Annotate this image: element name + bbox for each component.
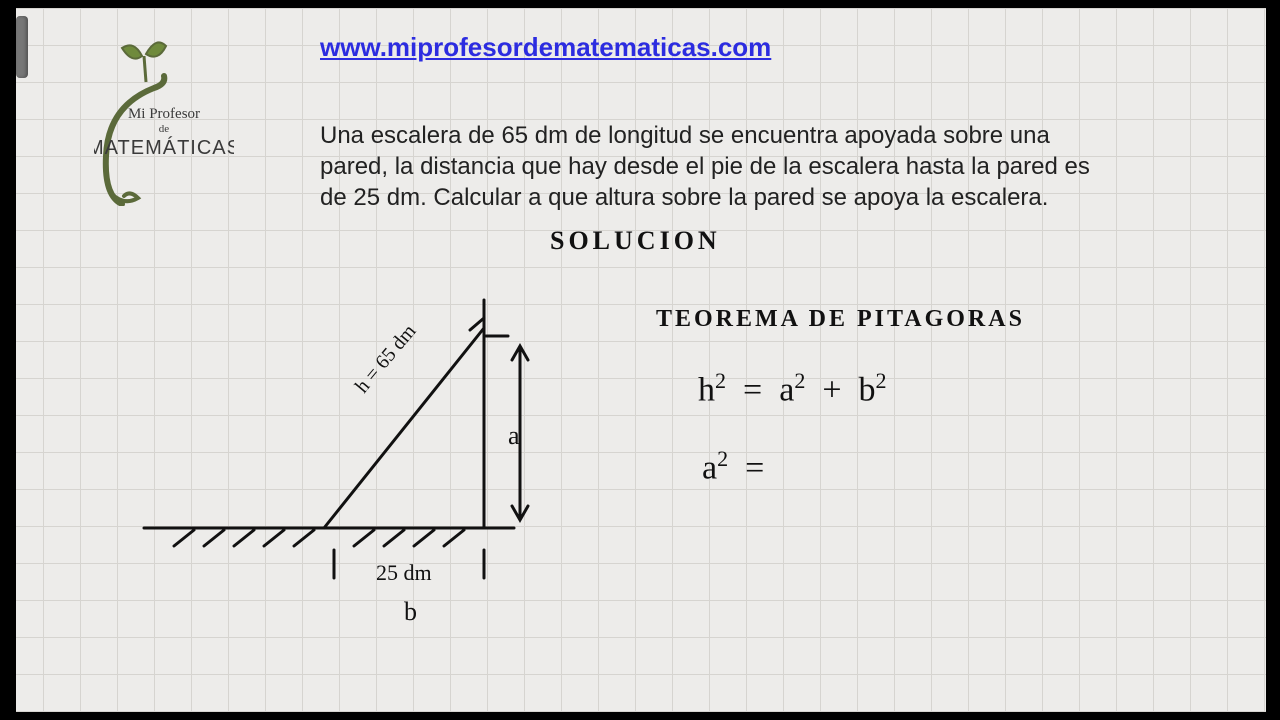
logo-line1: Mi Profesor xyxy=(128,106,200,122)
ladder-diagram: h = 65 dm a 25 dm b xyxy=(134,288,554,638)
label-a: a xyxy=(508,421,520,450)
label-b: b xyxy=(404,597,417,626)
equation-2: a2 = xyxy=(702,446,764,487)
binder-ring xyxy=(16,16,28,78)
label-25dm: 25 dm xyxy=(376,560,432,585)
label-h: h = 65 dm xyxy=(351,320,421,397)
problem-statement: Una escalera de 65 dm de longitud se enc… xyxy=(320,120,1110,214)
logo-line3: MATEMÁTICAS xyxy=(94,136,234,159)
equation-1: h2 = a2 + b2 xyxy=(698,368,887,409)
solution-heading: SOLUCION xyxy=(550,226,721,256)
logo-line2: de xyxy=(159,123,170,135)
website-url[interactable]: www.miprofesordematematicas.com xyxy=(320,32,771,63)
logo: Mi Profesor de MATEMÁTICAS xyxy=(94,36,234,206)
theorem-heading: TEOREMA DE PITAGORAS xyxy=(656,306,1025,333)
graph-paper-page: Mi Profesor de MATEMÁTICAS www.miprofeso… xyxy=(16,8,1266,712)
